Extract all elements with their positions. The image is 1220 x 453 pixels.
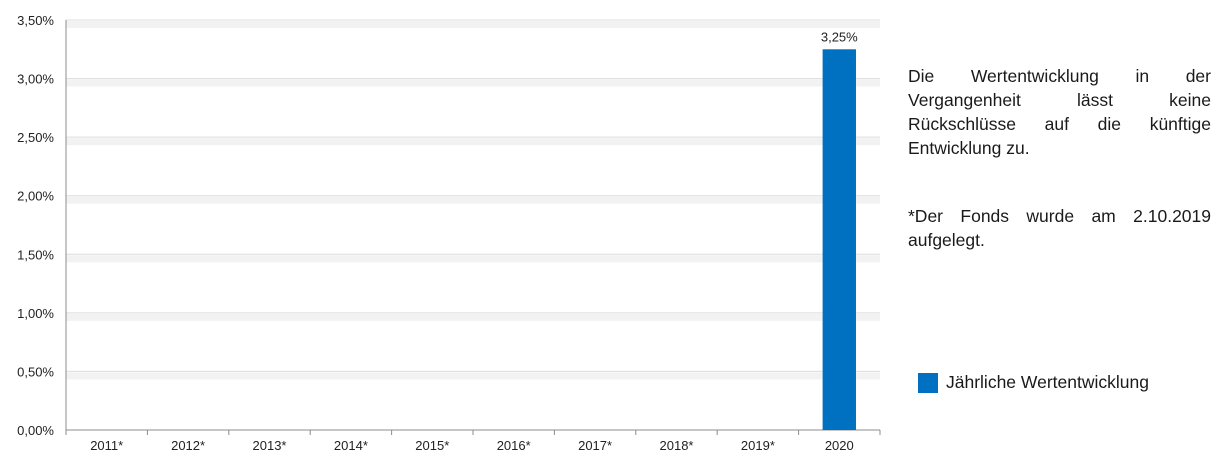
grid-band: [66, 313, 880, 321]
fund-launch-note: *Der Fonds wurde am 2.10.2019 aufgelegt.: [908, 206, 1211, 250]
legend-swatch: [918, 372, 938, 393]
x-tick-label: 2012*: [171, 438, 205, 453]
y-tick-label: 1,50%: [17, 247, 54, 262]
x-tick-label: 2019*: [741, 438, 775, 453]
grid-band: [66, 79, 880, 87]
y-tick-label: 0,50%: [17, 364, 54, 379]
grid-band: [66, 196, 880, 204]
data-label: 3,25%: [821, 29, 858, 44]
x-tick-label: 2020: [825, 438, 854, 453]
grid-band: [66, 372, 880, 380]
performance-disclaimer: Die Wertentwicklung in der Vergangenheit…: [908, 66, 1211, 158]
x-tick-label: 2015*: [415, 438, 449, 453]
grid-band: [66, 255, 880, 263]
y-tick-label: 0,00%: [17, 423, 54, 438]
grid-band: [66, 21, 880, 28]
x-tick-label: 2011*: [90, 438, 123, 453]
chart-legend: Jährliche Wertentwicklung: [918, 372, 1149, 393]
y-tick-label: 3,00%: [17, 72, 54, 87]
x-tick-label: 2017*: [578, 438, 612, 453]
y-tick-label: 3,50%: [17, 13, 54, 28]
legend-label: Jährliche Wertentwicklung: [946, 372, 1149, 392]
x-tick-label: 2018*: [660, 438, 694, 453]
bar: [822, 49, 856, 431]
y-tick-label: 2,00%: [17, 189, 54, 204]
bar-chart: 0,00% 0,50% 1,00% 1,50% 2,00% 2,50% 3,00% 3,50%…: [17, 13, 881, 453]
x-tick-label: 2016*: [497, 438, 531, 453]
x-tick-label: 2013*: [253, 438, 287, 453]
grid-band: [66, 138, 880, 146]
y-tick-label: 2,50%: [17, 130, 54, 145]
y-tick-label: 1,00%: [17, 306, 54, 321]
x-tick-label: 2014*: [334, 438, 368, 453]
